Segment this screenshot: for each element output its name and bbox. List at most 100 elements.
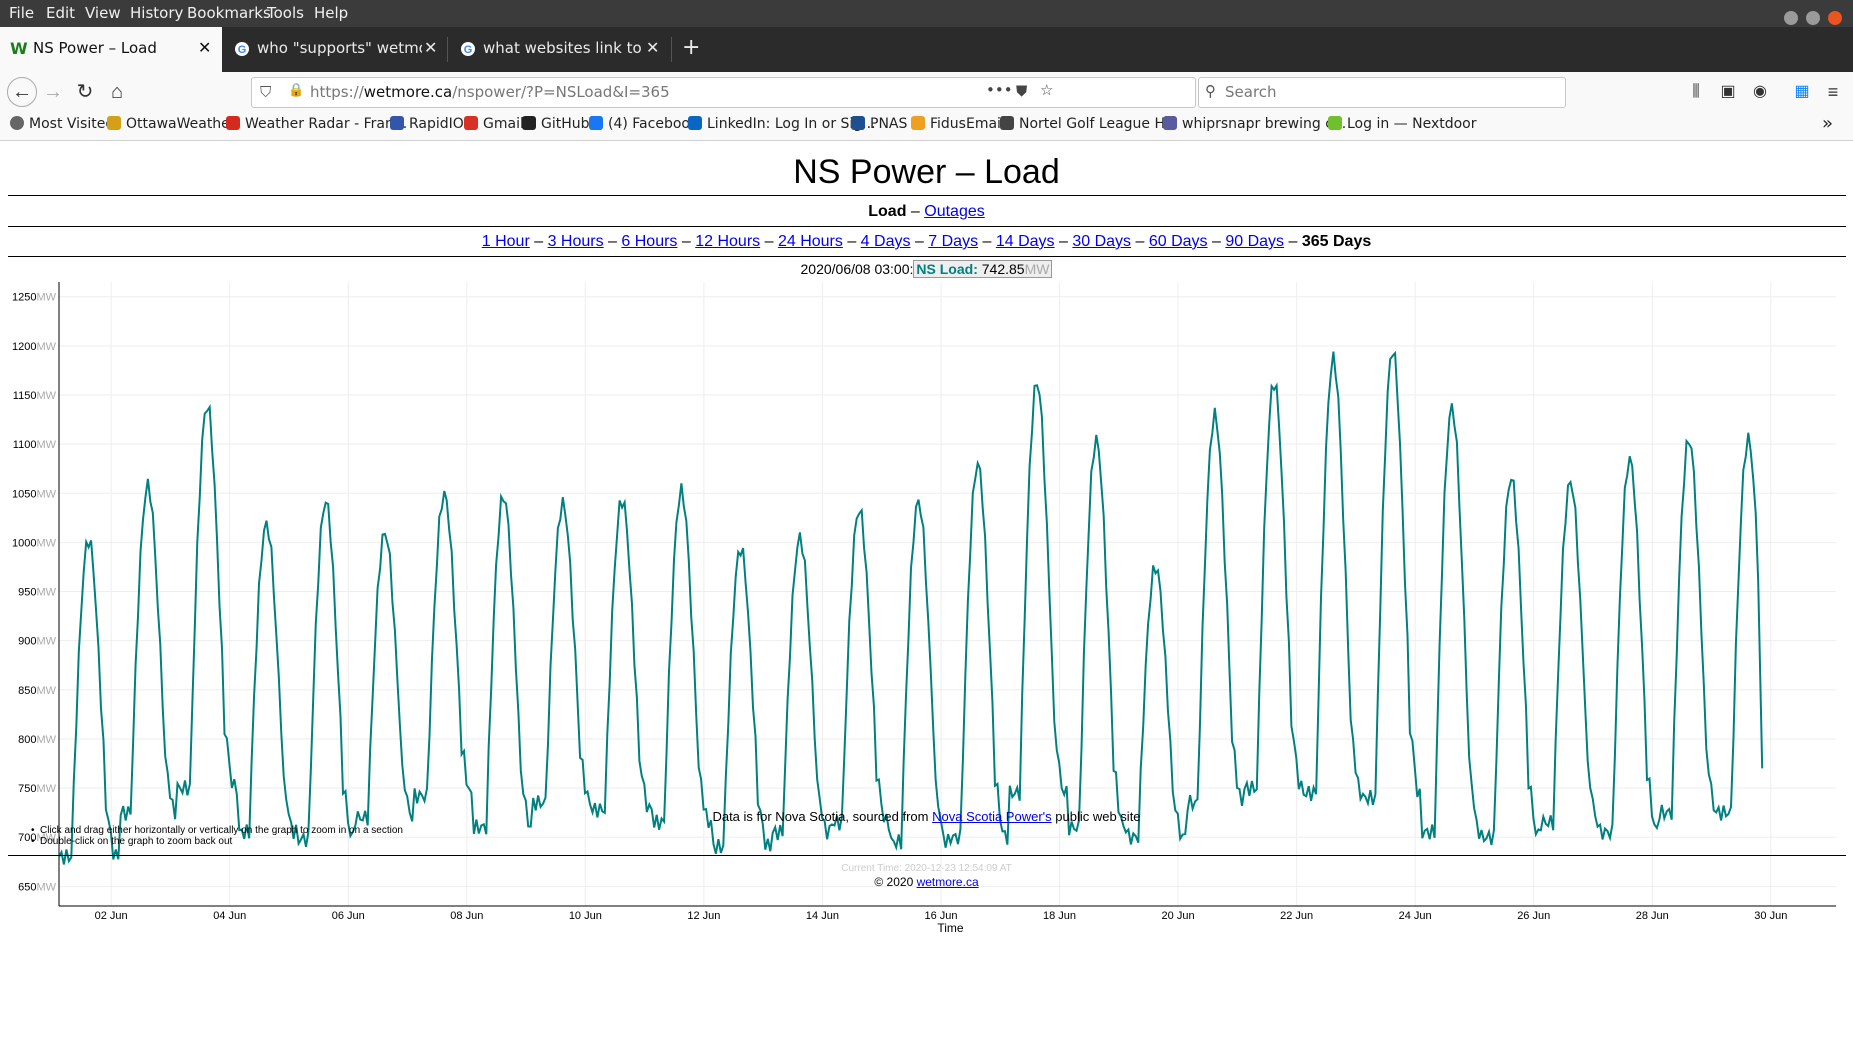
bookmark-item[interactable]: Gmail: [464, 116, 524, 132]
tab-ns-power-load[interactable]: W NS Power – Load ✕: [0, 27, 222, 72]
pocket-icon[interactable]: ⛊: [1016, 82, 1028, 100]
bookmark-item[interactable]: RapidIO: [390, 116, 464, 132]
menu-bookmarks[interactable]: Bookmarks: [187, 4, 271, 22]
bookmark-item[interactable]: FidusEmail: [911, 116, 1005, 132]
current-time: Current Time: 2020-12-23 12:54:09 AT: [841, 863, 1012, 874]
chart-legend: 2020/06/08 03:00: NS Load: 742.85MW: [0, 260, 1853, 278]
bookmark-label: RapidIO: [409, 116, 464, 132]
x-tick-label: 22 Jun: [1280, 910, 1313, 922]
bookmark-star-icon[interactable]: ☆: [1040, 81, 1054, 99]
bookmark-item[interactable]: OttawaWeather: [107, 116, 236, 132]
search-bar[interactable]: ⚲ Search: [1198, 77, 1566, 108]
url-path: /nspower/?P=NSLoad&I=365: [452, 83, 670, 101]
forward-icon[interactable]: →: [43, 81, 63, 103]
outages-link[interactable]: Outages: [924, 203, 985, 220]
home-icon[interactable]: ⌂: [110, 81, 124, 103]
divider: [8, 226, 1846, 227]
page-actions-icon[interactable]: •••: [986, 81, 1013, 99]
y-tick-label: 750MW: [18, 783, 57, 795]
bookmark-label: (4) Facebook: [608, 116, 699, 132]
back-icon[interactable]: ←: [7, 77, 37, 107]
account-icon[interactable]: ◉: [1753, 83, 1767, 100]
close-window-icon[interactable]: [1828, 11, 1842, 25]
maple-leaf-icon: [226, 116, 240, 130]
gear-icon: [10, 116, 24, 130]
bookmark-item[interactable]: Log in — Nextdoor: [1328, 116, 1477, 132]
ottawaweather-icon: [107, 116, 121, 130]
tab-separator: [671, 37, 672, 62]
note-prefix: Data is for Nova Scotia, sourced from: [712, 809, 933, 824]
bookmark-item[interactable]: Most Visited: [10, 116, 114, 132]
menu-help[interactable]: Help: [314, 4, 349, 22]
tab-who-supports[interactable]: G who "supports" wetmore ✕: [224, 27, 448, 72]
range-link[interactable]: 3 Hours: [547, 233, 604, 250]
url-bar[interactable]: ⛉ 🔒 https://wetmore.ca/nspower/?P=NSLoad…: [251, 77, 1196, 108]
page-title: NS Power – Load: [793, 153, 1060, 191]
linkedin-icon: [688, 116, 702, 130]
url-domain: wetmore.ca: [363, 83, 453, 101]
search-placeholder: Search: [1225, 83, 1277, 101]
range-link[interactable]: 1 Hour: [481, 233, 530, 250]
extensions-icon[interactable]: ▦: [1794, 83, 1810, 100]
menu-history[interactable]: History: [130, 4, 184, 22]
x-tick-label: 26 Jun: [1517, 910, 1550, 922]
bookmark-item[interactable]: LinkedIn: Log In or Sig...: [688, 116, 876, 132]
sidebar-icon[interactable]: ▣: [1720, 83, 1736, 100]
range-current: 365 Days: [1301, 233, 1372, 250]
menu-tools[interactable]: Tools: [267, 4, 304, 22]
hamburger-menu-icon[interactable]: ≡: [1827, 82, 1839, 102]
wetmore-link[interactable]: wetmore.ca: [916, 875, 979, 889]
close-tab-icon[interactable]: ✕: [424, 38, 438, 57]
section-current: Load: [868, 203, 907, 220]
maximize-window-icon[interactable]: [1806, 11, 1820, 25]
copyright-text: © 2020: [874, 875, 917, 889]
divider: [8, 256, 1846, 257]
lock-icon[interactable]: 🔒: [288, 83, 305, 98]
tab-what-websites[interactable]: G what websites link to we ✕: [450, 27, 672, 72]
facebook-icon: [589, 116, 603, 130]
range-link[interactable]: 24 Hours: [777, 233, 843, 250]
minimize-window-icon[interactable]: [1784, 11, 1798, 25]
bookmark-item[interactable]: PNAS: [851, 116, 907, 132]
range-link[interactable]: 30 Days: [1072, 233, 1132, 250]
close-tab-icon[interactable]: ✕: [198, 38, 212, 57]
y-tick-label: 800MW: [18, 734, 57, 746]
y-tick-label: 1200MW: [12, 341, 57, 353]
bookmark-item[interactable]: (4) Facebook: [589, 116, 698, 132]
reload-icon[interactable]: ↻: [76, 81, 94, 103]
x-axis-label: Time: [937, 921, 964, 935]
x-tick-label: 16 Jun: [924, 910, 957, 922]
range-link[interactable]: 6 Hours: [621, 233, 678, 250]
library-icon[interactable]: ⫼: [1692, 83, 1700, 100]
bookmark-item[interactable]: Nortel Golf League H...: [1000, 116, 1178, 132]
help-item: Double-click on the graph to zoom back o…: [31, 836, 232, 847]
x-tick-label: 10 Jun: [569, 910, 602, 922]
x-tick-label: 08 Jun: [450, 910, 483, 922]
legend-time: 2020/06/08 03:00:: [800, 261, 914, 277]
divider: [8, 195, 1846, 196]
menu-file[interactable]: File: [9, 4, 35, 22]
tracking-protection-icon[interactable]: ⛉: [260, 83, 272, 101]
close-tab-icon[interactable]: ✕: [646, 38, 660, 57]
y-tick-label: 1050MW: [12, 488, 57, 500]
y-tick-label: 1000MW: [12, 537, 57, 549]
range-link[interactable]: 60 Days: [1148, 233, 1208, 250]
range-link[interactable]: 14 Days: [995, 233, 1055, 250]
range-link[interactable]: 7 Days: [928, 233, 979, 250]
range-link[interactable]: 4 Days: [860, 233, 911, 250]
github-icon: [522, 116, 536, 130]
bookmark-item[interactable]: GitHub: [522, 116, 590, 132]
y-tick-label: 850MW: [18, 685, 57, 697]
bookmark-item[interactable]: whiprsnapr brewing c...: [1163, 116, 1346, 132]
nova-scotia-power-link[interactable]: Nova Scotia Power's: [932, 809, 1052, 824]
bookmarks-overflow-icon[interactable]: »: [1822, 113, 1834, 134]
new-tab-icon[interactable]: +: [682, 35, 701, 60]
menu-view[interactable]: View: [85, 4, 121, 22]
range-link[interactable]: 90 Days: [1225, 233, 1285, 250]
load-chart[interactable]: 650MW700MW750MW800MW850MW900MW950MW1000M…: [0, 282, 1853, 947]
bookmark-label: Most Visited: [29, 116, 115, 132]
bookmark-item[interactable]: Weather Radar - Fran...: [226, 116, 407, 132]
menu-edit[interactable]: Edit: [46, 4, 76, 22]
range-link[interactable]: 12 Hours: [695, 233, 761, 250]
help-item: Click and drag either horizontally or ve…: [31, 825, 403, 836]
